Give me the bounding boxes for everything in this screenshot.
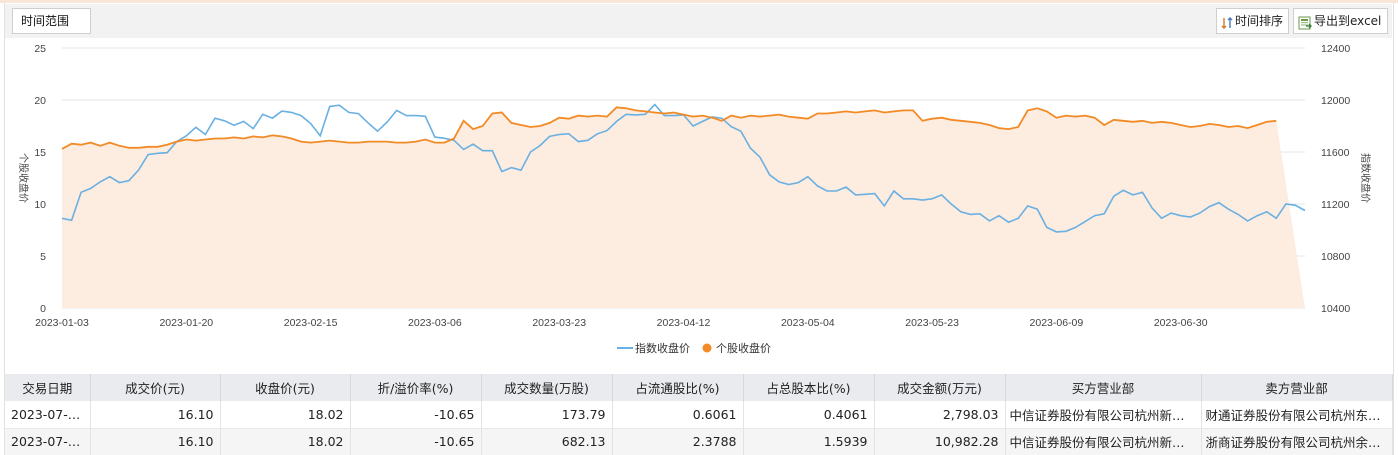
right-tick-label: 10400 xyxy=(1321,303,1350,315)
table-cell: 173.79 xyxy=(481,401,613,429)
x-tick-label: 2023-05-23 xyxy=(905,317,959,329)
chart-legend: 指数收盘价 个股收盘价 xyxy=(617,341,771,355)
column-header[interactable]: 折/溢价率(%) xyxy=(350,374,482,401)
table-cell: 2,798.03 xyxy=(874,401,1006,429)
top-accent-line xyxy=(0,0,1398,3)
left-tick-label: 15 xyxy=(34,147,46,159)
legend-stock-label: 个股收盘价 xyxy=(716,341,771,355)
left-axis-ticks: 25 20 15 10 5 0 xyxy=(34,43,46,315)
table-cell: 16.10 xyxy=(90,428,221,455)
export-excel-button[interactable]: 导出到excel xyxy=(1293,8,1388,34)
export-label: 导出到excel xyxy=(1314,14,1382,28)
x-tick-label: 2023-01-03 xyxy=(35,317,89,329)
column-header[interactable]: 占总股本比(%) xyxy=(743,374,875,401)
table-cell: 0.6061 xyxy=(612,401,744,429)
x-tick-label: 2023-06-09 xyxy=(1030,317,1084,329)
x-tick-label: 2023-02-15 xyxy=(284,317,338,329)
left-tick-label: 5 xyxy=(40,251,46,263)
sort-by-time-button[interactable]: 时间排序 xyxy=(1216,8,1289,34)
left-tick-label: 20 xyxy=(34,95,46,107)
x-tick-label: 2023-05-04 xyxy=(781,317,835,329)
right-tick-label: 10800 xyxy=(1321,251,1350,263)
left-axis-label: 个股收盘价 xyxy=(17,153,30,203)
table-cell: 2023-07-17 xyxy=(5,428,91,455)
table-cell: 财通证券股份有限公司杭州东湖... xyxy=(1201,401,1393,429)
x-tick-label: 2023-06-30 xyxy=(1154,317,1208,329)
table-cell: 18.02 xyxy=(220,401,351,429)
time-range-button[interactable]: 时间范围 xyxy=(12,8,91,34)
table-cell: 浙商证券股份有限公司杭州余之... xyxy=(1201,428,1393,455)
left-tick-label: 25 xyxy=(34,43,46,55)
column-header[interactable]: 成交数量(万股) xyxy=(481,374,613,401)
table-cell: 中信证券股份有限公司杭州新城... xyxy=(1005,428,1202,455)
right-tick-label: 11200 xyxy=(1321,199,1350,211)
column-header[interactable]: 成交价(元) xyxy=(90,374,221,401)
excel-export-icon xyxy=(1298,14,1312,30)
right-axis-label: 指数收盘价 xyxy=(1359,153,1372,203)
table-cell: 2023-07-17 xyxy=(5,401,91,429)
sort-arrows-icon xyxy=(1221,14,1233,29)
block-trade-table: 交易日期 成交价(元) 收盘价(元) 折/溢价率(%) 成交数量(万股) 占流通股比(%)… xyxy=(5,374,1393,455)
column-header[interactable]: 交易日期 xyxy=(5,374,91,401)
x-axis-ticks: 2023-01-03 2023-01-20 2023-02-15 2023-03-06… xyxy=(35,317,1208,329)
table-cell: 682.13 xyxy=(481,428,613,455)
x-tick-label: 2023-03-06 xyxy=(408,317,462,329)
table-cell: 16.10 xyxy=(90,401,221,429)
column-header[interactable]: 成交金额(万元) xyxy=(874,374,1006,401)
table-cell: 18.02 xyxy=(220,428,351,455)
table-header-row: 交易日期 成交价(元) 收盘价(元) 折/溢价率(%) 成交数量(万股) 占流通股比(%)… xyxy=(5,374,1393,401)
table-cell: 1.5939 xyxy=(743,428,875,455)
table-cell: -10.65 xyxy=(350,401,482,429)
left-tick-label: 10 xyxy=(34,199,46,211)
x-tick-label: 2023-03-23 xyxy=(532,317,586,329)
toolbar xyxy=(5,4,1392,38)
table-cell: 10,982.28 xyxy=(874,428,1006,455)
right-tick-label: 11600 xyxy=(1321,147,1350,159)
sort-label: 时间排序 xyxy=(1235,14,1284,28)
price-chart: 25 20 15 10 5 0 12400 12000 11600 11200 10800 1040… xyxy=(17,43,1372,355)
x-tick-label: 2023-04-12 xyxy=(657,317,711,329)
column-header[interactable]: 买方营业部 xyxy=(1005,374,1202,401)
legend-stock-swatch xyxy=(702,343,712,353)
table-cell: 中信证券股份有限公司杭州新城... xyxy=(1005,401,1202,429)
right-tick-label: 12000 xyxy=(1321,95,1350,107)
stock-close-line xyxy=(61,106,1277,150)
right-axis-ticks: 12400 12000 11600 11200 10800 10400 xyxy=(1321,43,1350,315)
table-row[interactable]: 2023-07-17 16.10 18.02 -10.65 173.79 0.6061 0.… xyxy=(5,401,1393,429)
column-header[interactable]: 收盘价(元) xyxy=(220,374,351,401)
legend-index-label: 指数收盘价 xyxy=(635,341,690,355)
left-tick-label: 0 xyxy=(40,303,46,315)
table-cell: 2.3788 xyxy=(612,428,744,455)
right-tick-label: 12400 xyxy=(1321,43,1350,55)
table-cell: -10.65 xyxy=(350,428,482,455)
table-row[interactable]: 2023-07-17 16.10 18.02 -10.65 682.13 2.3788 1.… xyxy=(5,428,1393,455)
table-cell: 0.4061 xyxy=(743,401,875,429)
stock-price-area xyxy=(62,107,1305,308)
x-tick-label: 2023-01-20 xyxy=(159,317,213,329)
column-header[interactable]: 占流通股比(%) xyxy=(612,374,744,401)
column-header[interactable]: 卖方营业部 xyxy=(1201,374,1393,401)
